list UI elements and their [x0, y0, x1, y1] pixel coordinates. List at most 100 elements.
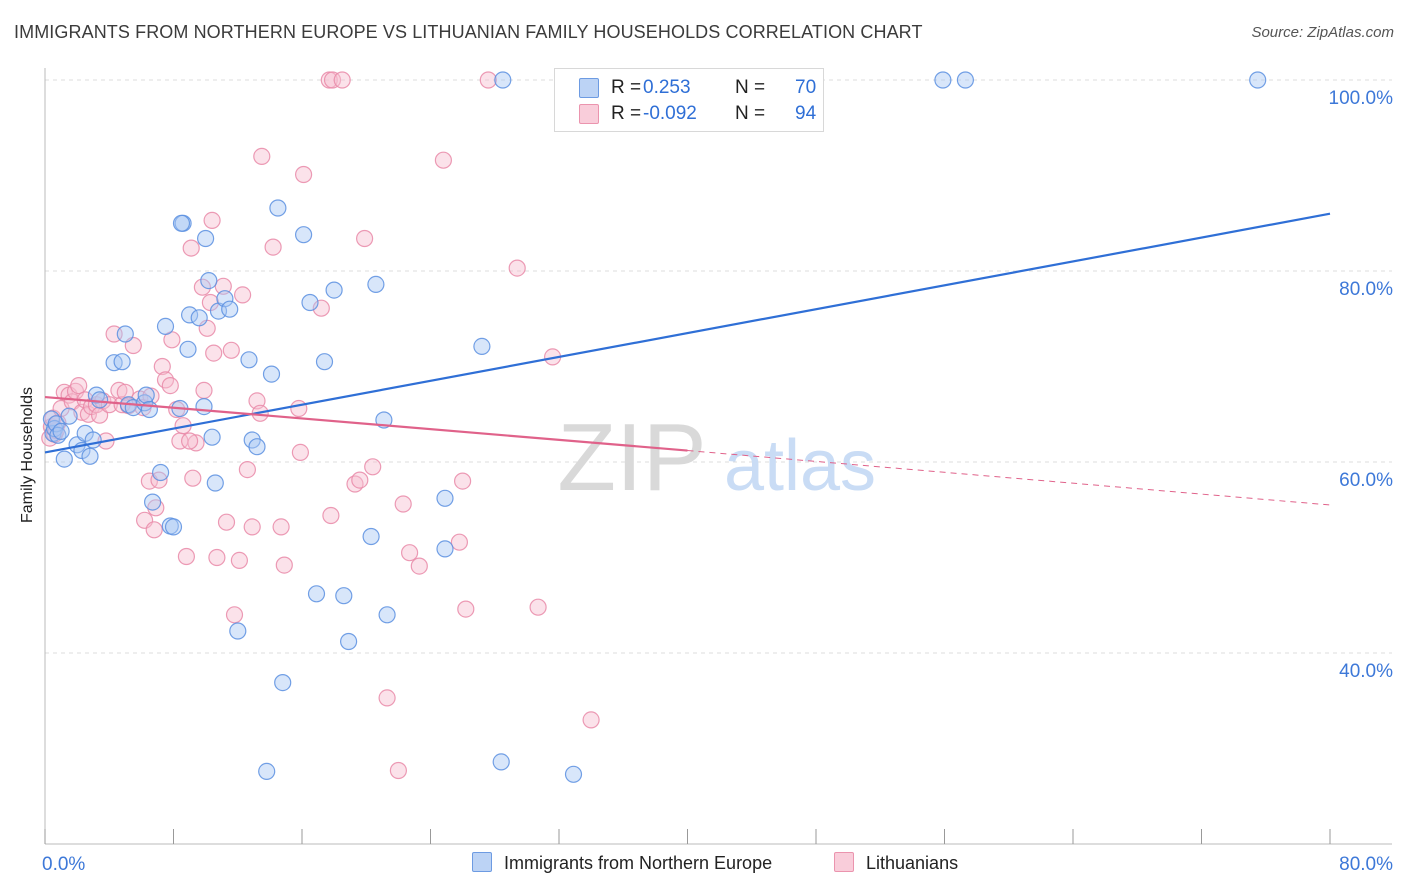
- northern-europe-point: [295, 226, 313, 244]
- lithuanians-point: [234, 286, 252, 304]
- lithuanians-point: [181, 432, 199, 450]
- northern-europe-points: [42, 71, 1267, 783]
- northern-europe-point: [140, 400, 158, 419]
- northern-europe-point: [367, 275, 385, 293]
- northern-europe-point: [315, 353, 334, 371]
- n-label: N =: [735, 77, 766, 98]
- northern-europe-point: [137, 386, 155, 404]
- northern-europe-point: [248, 438, 266, 456]
- watermark-zip: ZIP: [557, 404, 706, 511]
- lithuanians-point: [364, 458, 382, 476]
- northern-europe-point: [116, 325, 134, 343]
- northern-europe-point: [240, 351, 258, 369]
- northern-europe-point: [164, 518, 183, 536]
- lithuanians-point: [225, 606, 244, 624]
- northern-europe-point: [172, 214, 191, 232]
- northern-europe-point: [258, 762, 276, 781]
- northern-europe-point: [335, 587, 353, 605]
- y-tick-label: 100.0%: [1329, 88, 1394, 109]
- lithuanians-point: [195, 381, 213, 399]
- northern-europe-point: [200, 272, 218, 290]
- y-tick-label: 80.0%: [1339, 279, 1393, 300]
- northern-europe-point: [269, 199, 287, 217]
- northern-europe-point: [197, 229, 215, 248]
- trend-lines: [44, 212, 1331, 506]
- lithuanians-point: [290, 399, 308, 418]
- northern-europe-point: [307, 585, 326, 603]
- northern-europe-point: [262, 365, 281, 383]
- lithuanians-point: [389, 761, 407, 780]
- northern-europe-point: [206, 474, 224, 492]
- northern-europe-point: [195, 398, 213, 416]
- northern-europe-point: [144, 493, 162, 511]
- lithuanians-point: [582, 711, 600, 729]
- bottom-legend-swatch-pink: [834, 852, 854, 872]
- x-tick-label: 80.0%: [1339, 854, 1393, 875]
- northern-europe-point: [378, 606, 396, 624]
- tick-labels: 40.0% 60.0% 80.0% 100.0% 0.0% 80.0%: [42, 88, 1393, 875]
- northern-europe-point: [325, 281, 343, 299]
- lithuanians-point: [193, 278, 211, 296]
- lithuanians-point: [90, 406, 109, 424]
- lithuanians-point: [333, 71, 351, 89]
- northern-europe-point: [229, 622, 247, 640]
- chart-title: IMMIGRANTS FROM NORTHERN EUROPE VS LITHU…: [14, 22, 923, 42]
- bottom-legend-northern-europe: Immigrants from Northern Europe: [472, 852, 772, 874]
- lithuanians-point: [508, 259, 526, 277]
- northern-europe-point: [87, 386, 106, 404]
- lithuanians-point: [230, 551, 248, 570]
- lithuanians-trend-line: [44, 395, 688, 452]
- legend-swatch-pink: [579, 104, 599, 124]
- northern-europe-point: [179, 340, 197, 358]
- r-label: R =: [611, 103, 642, 124]
- lithuanians-point: [110, 381, 128, 399]
- watermark-atlas: atlas: [724, 426, 876, 506]
- northern-europe-point: [274, 673, 292, 692]
- lithuanians-point: [161, 377, 179, 395]
- axes: [44, 68, 1392, 845]
- lithuanians-point: [479, 71, 497, 89]
- lithuanians-point: [272, 518, 290, 536]
- northern-europe-point: [181, 306, 199, 324]
- lithuanians-point: [295, 165, 313, 184]
- northern-europe-point: [362, 527, 380, 546]
- northern-europe-point: [60, 407, 78, 425]
- northern-europe-point: [473, 337, 491, 355]
- lithuanians-point: [454, 472, 472, 490]
- lithuanians-point: [238, 461, 256, 479]
- northern-europe-point: [1249, 71, 1267, 89]
- lithuanians-point: [208, 548, 226, 567]
- n-label: N =: [735, 103, 766, 124]
- northern-europe-point: [190, 309, 208, 327]
- lithuanians-point: [457, 600, 475, 618]
- lithuanians-point: [356, 229, 374, 248]
- lithuanians-point: [184, 469, 202, 487]
- northern-europe-trend-line: [44, 212, 1331, 454]
- northern-europe-point: [301, 293, 319, 312]
- lithuanians-point: [217, 513, 236, 531]
- lithuanians-point: [145, 521, 163, 539]
- r-value: 0.253: [643, 77, 691, 98]
- northern-europe-point: [221, 300, 239, 318]
- lithuanians-point: [264, 238, 282, 256]
- lithuanians-point: [275, 556, 293, 574]
- lithuanians-point: [322, 506, 340, 525]
- legend-swatch-blue: [579, 78, 599, 98]
- n-value: 70: [795, 77, 817, 98]
- northern-europe-point: [52, 422, 70, 440]
- lithuanians-point: [378, 689, 396, 707]
- northern-europe-point: [494, 71, 512, 89]
- bottom-legend-label: Lithuanians: [866, 853, 959, 873]
- lithuanians-point: [401, 544, 419, 562]
- northern-europe-point: [564, 765, 583, 783]
- northern-europe-point: [492, 753, 510, 771]
- bottom-legend-label: Immigrants from Northern Europe: [504, 853, 773, 873]
- northern-europe-point: [55, 450, 73, 468]
- y-tick-label: 60.0%: [1339, 470, 1393, 491]
- northern-europe-point: [113, 353, 131, 371]
- northern-europe-point: [956, 71, 975, 89]
- lithuanians-point: [222, 341, 240, 359]
- y-tick-label: 40.0%: [1339, 661, 1393, 682]
- n-value: 94: [795, 103, 817, 124]
